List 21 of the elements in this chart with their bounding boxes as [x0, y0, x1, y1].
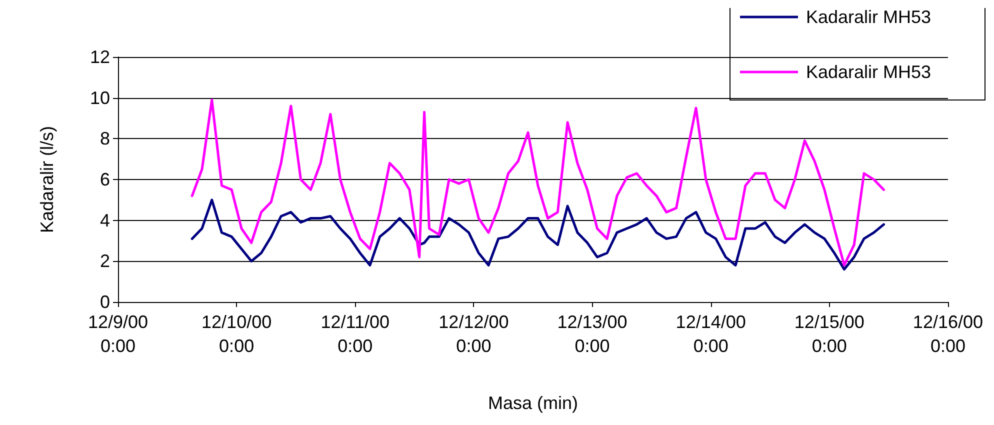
y-tick-label: 2 [100, 251, 110, 272]
x-tick-label: 12/10/00 0:00 [202, 312, 272, 356]
x-tick-label: 12/13/00 0:00 [557, 312, 628, 356]
legend-label: Kadaralir MH53 [806, 7, 932, 27]
y-axis-title: Kadaralir (l/s) [37, 126, 57, 234]
y-tick-label: 0 [100, 292, 110, 312]
x-tick-label: 12/12/00 0:00 [438, 312, 509, 356]
y-tick-label: 10 [90, 88, 110, 108]
y-tick-label: 6 [100, 170, 110, 190]
y-tick-label: 12 [90, 47, 110, 67]
x-axis-title: Masa (min) [488, 393, 578, 413]
x-tick-label: 12/15/00 0:00 [794, 312, 864, 356]
x-tick-label: 12/16/00 0:00 [912, 312, 984, 356]
x-tick-label: 12/11/00 0:00 [320, 312, 390, 356]
line-series [190, 98, 885, 266]
line-series [190, 198, 885, 271]
y-tick-label: 4 [100, 210, 110, 230]
legend-label: Kadaralir MH53 [806, 62, 932, 82]
x-tick-label: 12/14/00 0:00 [676, 312, 746, 356]
y-tick-label: 8 [100, 128, 110, 149]
x-tick-label: 12/9/00 0:00 [88, 312, 148, 356]
